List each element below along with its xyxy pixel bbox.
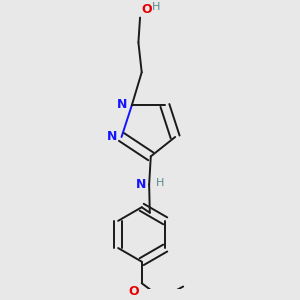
Text: N: N: [116, 98, 127, 111]
Text: O: O: [128, 285, 139, 298]
Text: N: N: [136, 178, 146, 191]
Text: H: H: [152, 2, 160, 12]
Text: N: N: [107, 130, 118, 143]
Text: O: O: [142, 3, 152, 16]
Text: H: H: [156, 178, 164, 188]
